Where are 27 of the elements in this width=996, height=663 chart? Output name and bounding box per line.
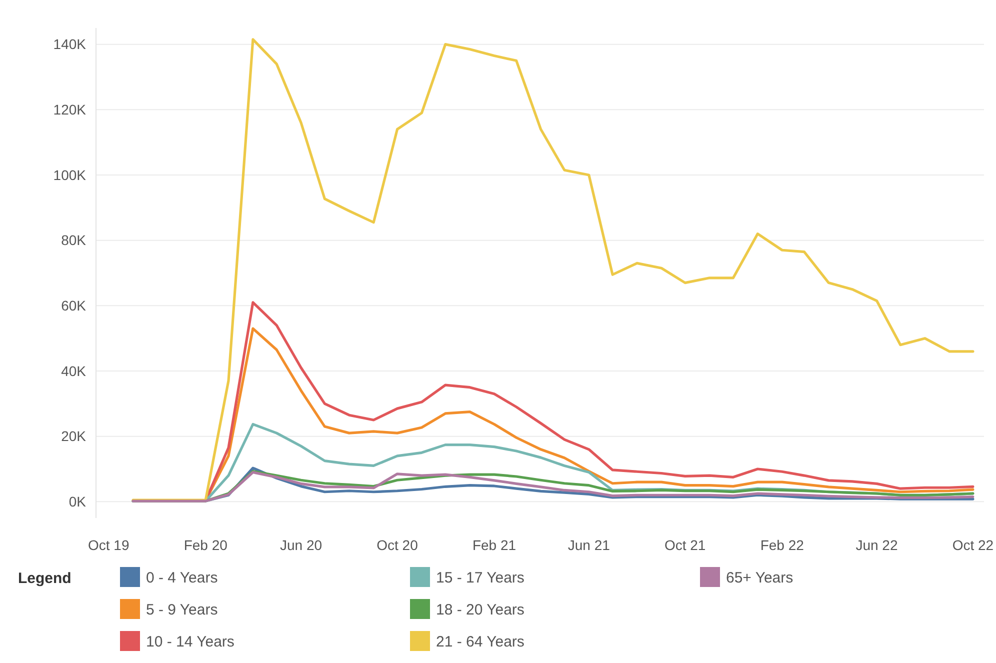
y-tick-label: 20K bbox=[61, 428, 87, 444]
legend-label: 15 - 17 Years bbox=[436, 569, 524, 586]
x-tick-label: Feb 20 bbox=[184, 537, 228, 553]
x-tick-label: Feb 22 bbox=[760, 537, 804, 553]
y-tick-label: 140K bbox=[53, 36, 87, 52]
legend-label: 10 - 14 Years bbox=[146, 633, 234, 650]
legend-label: 21 - 64 Years bbox=[436, 633, 524, 650]
x-tick-label: Oct 21 bbox=[664, 537, 706, 553]
x-tick-label: Jun 20 bbox=[280, 537, 322, 553]
y-tick-label: 120K bbox=[53, 102, 87, 118]
y-tick-label: 60K bbox=[61, 298, 87, 314]
y-tick-label: 40K bbox=[61, 362, 87, 379]
line-series bbox=[132, 38, 974, 502]
legend-label: 5 - 9 Years bbox=[146, 601, 218, 618]
legend-label: 18 - 20 Years bbox=[436, 601, 524, 618]
legend-label: 0 - 4 Years bbox=[146, 569, 218, 586]
y-tick-label: 80K bbox=[61, 232, 87, 248]
y-tick-label: 100K bbox=[53, 166, 87, 183]
legend-label: 65+ Years bbox=[726, 569, 794, 586]
y-tick-label: 0K bbox=[68, 494, 87, 510]
x-tick-label: Oct 20 bbox=[376, 537, 418, 553]
x-tick-label: Oct 22 bbox=[952, 537, 994, 553]
x-tick-label: Feb 21 bbox=[472, 537, 516, 553]
x-tick-label: Jun 21 bbox=[568, 537, 610, 553]
x-tick-label: Oct 19 bbox=[88, 537, 130, 553]
legend-title: Legend bbox=[18, 570, 72, 587]
x-tick-label: Jun 22 bbox=[856, 537, 898, 553]
